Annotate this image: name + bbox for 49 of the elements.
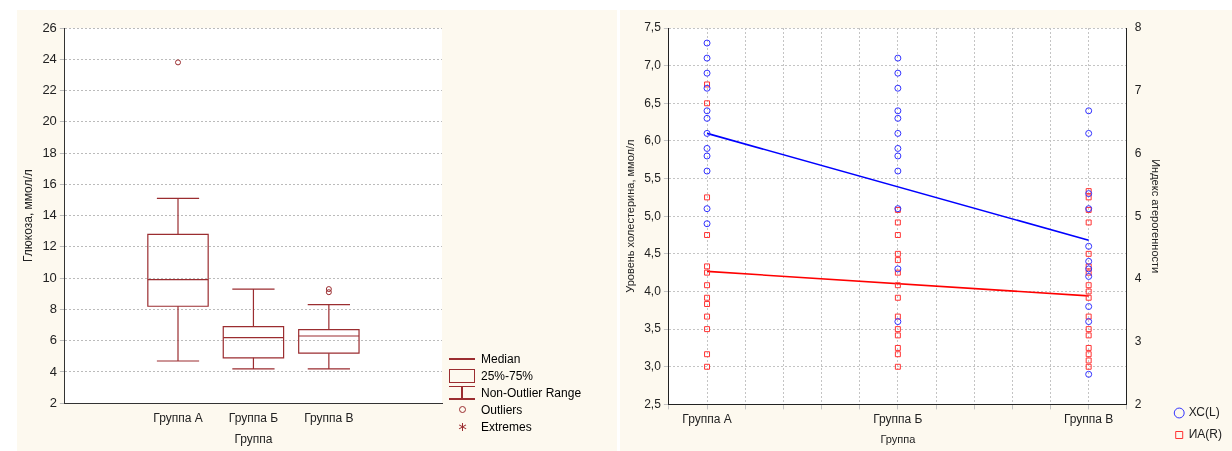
y-axis-title: Глюкоза, ммол/л <box>20 169 35 263</box>
y-tick-label: 26 <box>42 19 57 35</box>
y2-tick-label: 7 <box>1134 83 1142 98</box>
y2-axis-title: Индекс атерогенности <box>1150 159 1163 274</box>
y-tick-label: 2,5 <box>644 396 662 411</box>
x-axis-title: Группа <box>880 433 917 446</box>
y-tick-label: 7,0 <box>644 57 662 72</box>
y-tick-label: 3,0 <box>644 359 662 374</box>
x-tick-label: Группа Б <box>873 411 923 426</box>
text: Outliers <box>481 401 523 418</box>
y-tick-label: 16 <box>42 175 57 191</box>
y-axis-title: Уровень холестерина, ммол/л <box>623 139 636 293</box>
legend-label: ХС(L) <box>1188 405 1220 420</box>
y-tick-label: 12 <box>42 238 57 254</box>
x-tick-label: Группа Б <box>228 410 279 425</box>
y-tick-label: 7,5 <box>644 20 662 35</box>
text: Non-Outlier Range <box>481 384 582 401</box>
y2-tick-label: 8 <box>1134 20 1142 35</box>
y2-tick-label: 4 <box>1134 271 1142 286</box>
y-tick-label: 2 <box>49 394 57 410</box>
y2-tick-label: 6 <box>1134 145 1142 160</box>
y-tick-label: 5,0 <box>644 208 662 223</box>
y-tick-label: 4 <box>49 363 57 379</box>
y-tick-label: 24 <box>42 50 57 66</box>
y-tick-label: 22 <box>42 82 57 98</box>
x-tick-label: Группа А <box>153 410 203 425</box>
text: Extremes <box>481 418 532 435</box>
text: Median <box>481 350 521 367</box>
x-tick-label: Группа В <box>304 410 354 425</box>
x-axis-title: Группа <box>234 432 273 447</box>
y2-tick-label: 5 <box>1134 208 1142 223</box>
x-tick-label: Группа А <box>682 411 732 426</box>
legend-label: ИА(R) <box>1188 427 1223 442</box>
y2-tick-label: 3 <box>1134 333 1142 348</box>
y-tick-label: 8 <box>49 300 57 316</box>
y-tick-label: 4,0 <box>644 283 662 298</box>
y-tick-label: 5,5 <box>644 170 662 185</box>
y-tick-label: 14 <box>42 207 57 223</box>
y-tick-label: 10 <box>42 269 57 285</box>
x-tick-label: Группа В <box>1063 411 1114 426</box>
y-tick-label: 3,5 <box>644 321 662 336</box>
y-tick-label: 6,5 <box>644 95 662 110</box>
y-tick-label: 6,0 <box>644 133 662 148</box>
y-tick-label: 20 <box>42 113 57 129</box>
y2-tick-label: 2 <box>1134 396 1142 411</box>
text: 25%-75% <box>481 367 534 384</box>
y-tick-label: 4,5 <box>644 246 662 261</box>
y-tick-label: 18 <box>42 144 57 160</box>
y-tick-label: 6 <box>49 332 57 348</box>
